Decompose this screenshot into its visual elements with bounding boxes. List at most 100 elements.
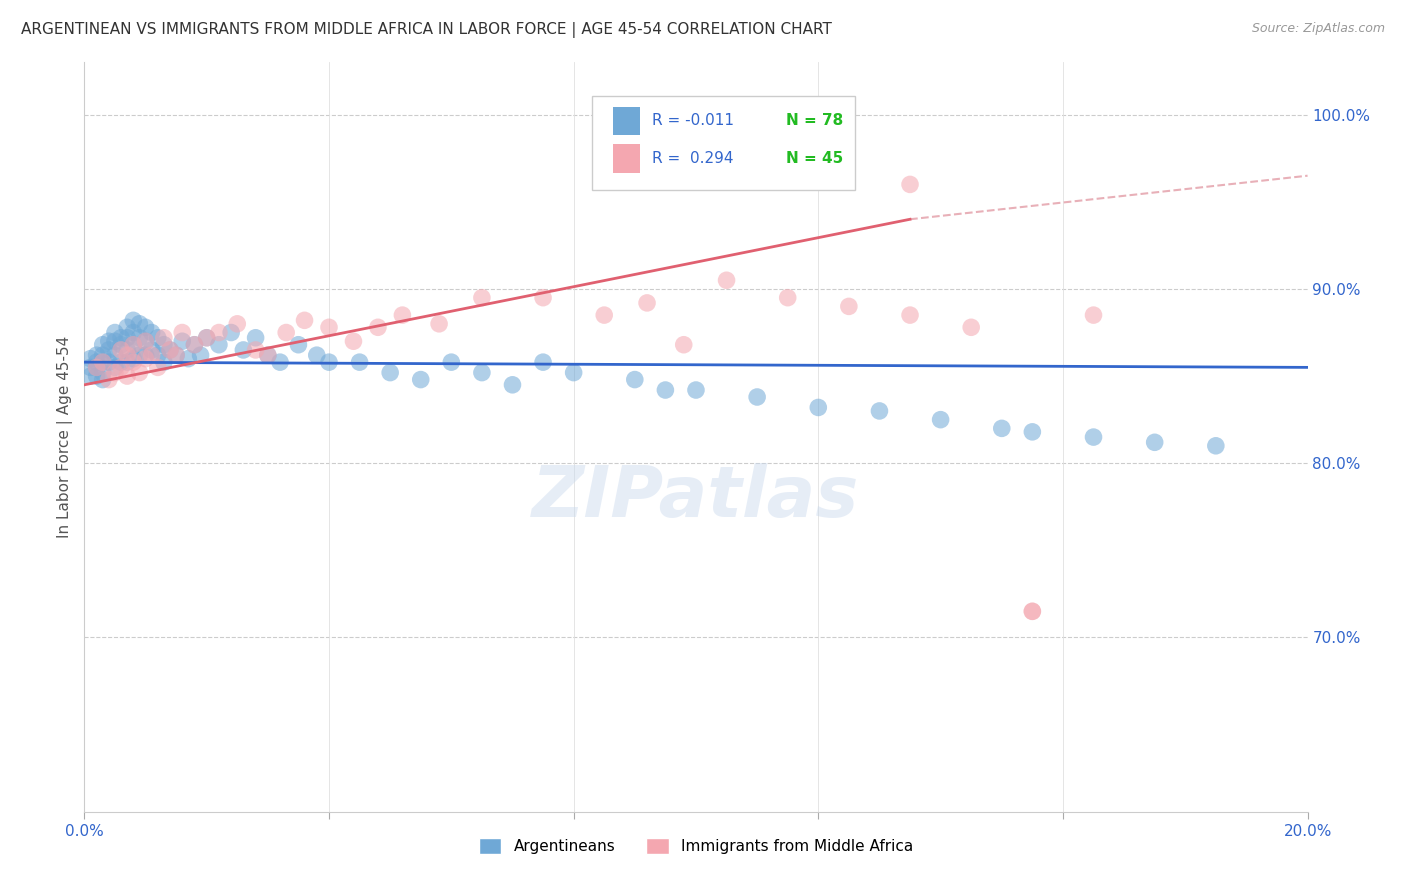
Point xyxy=(135,348,157,362)
Point xyxy=(110,360,132,375)
Point xyxy=(276,326,298,340)
Point xyxy=(86,348,108,362)
Legend: Argentineans, Immigrants from Middle Africa: Argentineans, Immigrants from Middle Afr… xyxy=(472,832,920,860)
Point xyxy=(172,334,194,349)
Point xyxy=(294,313,316,327)
Point xyxy=(104,366,127,380)
Point xyxy=(367,320,389,334)
Point xyxy=(593,308,616,322)
Point xyxy=(183,337,205,351)
Point xyxy=(245,331,267,345)
Point xyxy=(747,390,769,404)
Point xyxy=(427,317,450,331)
Point xyxy=(807,401,830,415)
Point xyxy=(79,351,101,366)
Point xyxy=(440,355,463,369)
Point xyxy=(960,320,983,334)
Point xyxy=(141,348,163,362)
Text: ARGENTINEAN VS IMMIGRANTS FROM MIDDLE AFRICA IN LABOR FORCE | AGE 45-54 CORRELAT: ARGENTINEAN VS IMMIGRANTS FROM MIDDLE AF… xyxy=(21,22,832,38)
Point xyxy=(1083,308,1105,322)
Point xyxy=(91,373,114,387)
Point xyxy=(122,337,145,351)
Point xyxy=(208,337,231,351)
Point xyxy=(1021,604,1043,618)
Point xyxy=(110,355,132,369)
Point xyxy=(91,366,114,380)
Point xyxy=(122,326,145,340)
Point xyxy=(97,343,120,357)
Point xyxy=(110,331,132,345)
Point xyxy=(79,360,101,375)
Point xyxy=(86,360,108,375)
Point xyxy=(165,348,187,362)
Point xyxy=(122,337,145,351)
Point xyxy=(349,355,371,369)
Point xyxy=(122,313,145,327)
Point xyxy=(318,320,340,334)
Point xyxy=(672,337,695,351)
Point xyxy=(562,366,585,380)
Point xyxy=(115,331,138,345)
Point xyxy=(257,348,280,362)
Point xyxy=(141,343,163,357)
Y-axis label: In Labor Force | Age 45-54: In Labor Force | Age 45-54 xyxy=(58,336,73,538)
Point xyxy=(79,369,101,384)
Point xyxy=(115,320,138,334)
Point xyxy=(318,355,340,369)
Point xyxy=(115,348,138,362)
Point xyxy=(153,331,176,345)
Point xyxy=(991,421,1014,435)
Point xyxy=(135,334,157,349)
Point xyxy=(471,366,494,380)
Point xyxy=(502,377,524,392)
Point xyxy=(122,351,145,366)
Point xyxy=(153,337,176,351)
Point xyxy=(110,337,132,351)
Point xyxy=(195,331,218,345)
Point xyxy=(115,343,138,357)
Point xyxy=(86,355,108,369)
Point xyxy=(269,355,291,369)
Point xyxy=(636,296,658,310)
Point xyxy=(115,355,138,369)
Point xyxy=(1021,425,1043,439)
Point xyxy=(165,348,187,362)
Point xyxy=(232,343,254,357)
Point xyxy=(135,351,157,366)
Point xyxy=(838,299,860,313)
Text: ZIPatlas: ZIPatlas xyxy=(533,463,859,532)
Point xyxy=(115,369,138,384)
Point xyxy=(122,355,145,369)
FancyBboxPatch shape xyxy=(613,107,640,135)
Point xyxy=(159,343,181,357)
Text: N = 78: N = 78 xyxy=(786,113,844,128)
Text: N = 45: N = 45 xyxy=(786,151,844,166)
Point xyxy=(135,320,157,334)
Point xyxy=(190,348,212,362)
Point xyxy=(86,360,108,375)
Point xyxy=(177,351,200,366)
Point xyxy=(97,355,120,369)
Point xyxy=(245,343,267,357)
Point xyxy=(104,334,127,349)
Point xyxy=(208,326,231,340)
Point xyxy=(153,355,176,369)
Point xyxy=(342,334,364,349)
Point xyxy=(305,348,328,362)
Point xyxy=(128,348,150,362)
Point xyxy=(776,291,799,305)
Point xyxy=(226,317,249,331)
Point xyxy=(91,355,114,369)
Point xyxy=(1205,439,1227,453)
FancyBboxPatch shape xyxy=(592,96,855,190)
Point xyxy=(409,373,432,387)
Point xyxy=(1083,430,1105,444)
Point xyxy=(141,326,163,340)
Point xyxy=(257,348,280,362)
Point xyxy=(104,326,127,340)
Point xyxy=(195,331,218,345)
FancyBboxPatch shape xyxy=(613,145,640,172)
Point xyxy=(159,343,181,357)
Point xyxy=(104,348,127,362)
Point xyxy=(146,331,169,345)
